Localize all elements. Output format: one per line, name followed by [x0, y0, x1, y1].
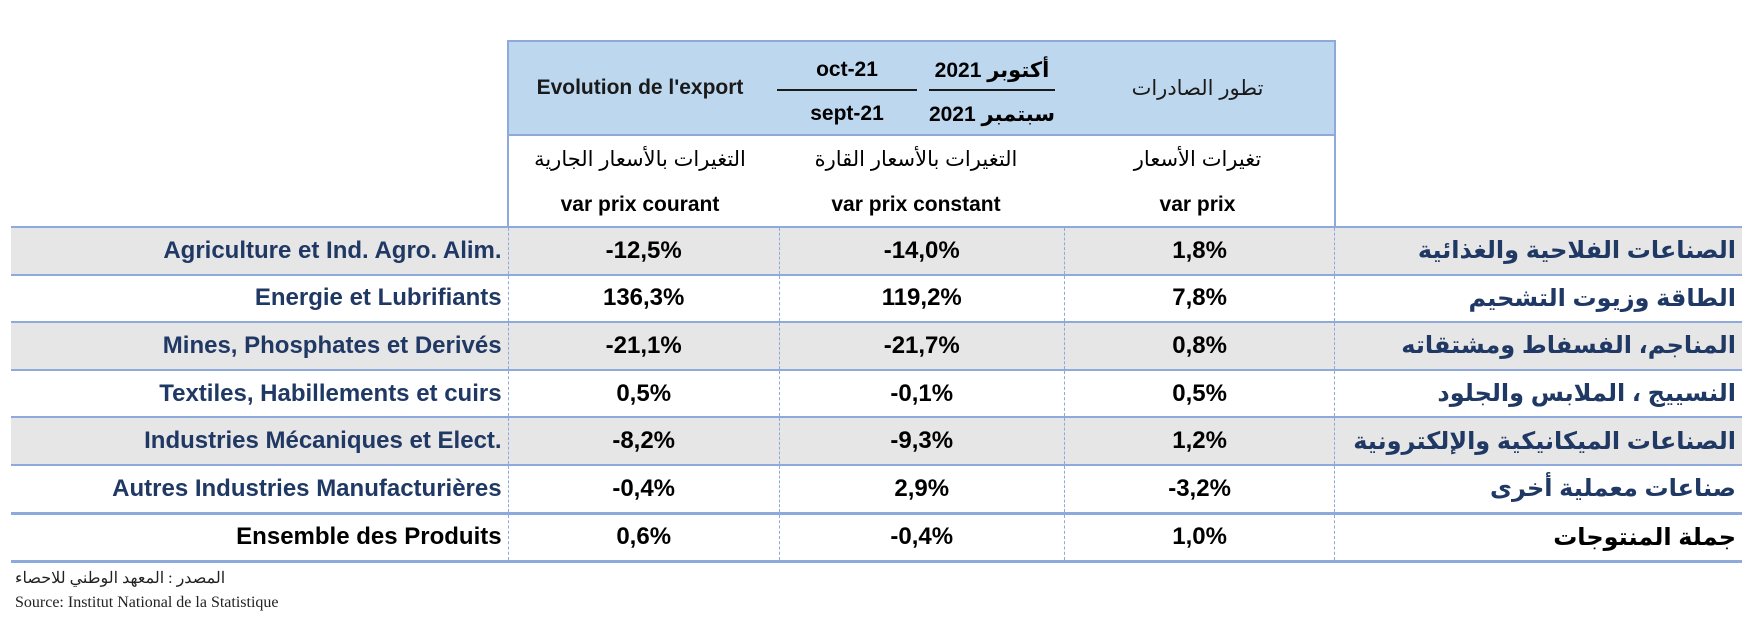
- fraction-bar: [777, 89, 917, 91]
- source-note-arabic: المصدر : المعهد الوطني للاحصاء: [15, 570, 226, 587]
- var-price: 1,2%: [1063, 417, 1335, 466]
- var-constant-price: -21,7%: [778, 322, 1065, 371]
- table-row: Energie et Lubrifiants 136,3% 119,2% 7,8…: [11, 274, 1742, 324]
- col-label-fr-price: var prix: [1159, 193, 1236, 216]
- table-row: Textiles, Habillements et cuirs 0,5% -0,…: [11, 369, 1742, 419]
- sector-name-ar: الصناعات الفلاحية والغذائية: [1334, 227, 1742, 276]
- table-row: Mines, Phosphates et Derivés -21,1% -21,…: [11, 322, 1742, 371]
- period-denominator-fr: sept-21: [810, 102, 884, 125]
- var-price: 1,8%: [1063, 227, 1335, 276]
- source-note-french: Source: Institut National de la Statisti…: [15, 594, 279, 611]
- var-current-price: -12,5%: [507, 227, 780, 276]
- period-fraction-arabic: أكتوبر 2021 سبتمبر 2021: [923, 42, 1061, 134]
- header-french-title: Evolution de l'export: [536, 76, 744, 99]
- total-row: Ensemble des Produits 0,6% -0,4% 1,0% جم…: [11, 511, 1742, 563]
- export-evolution-table: Agriculture et Ind. Agro. Alim. -12,5% -…: [11, 226, 1742, 564]
- arabic-column-labels: التغيرات بالأسعار الجارية التغيرات بالأس…: [509, 136, 1334, 183]
- var-price: 0,8%: [1063, 322, 1335, 371]
- total-var-constant-price: -0,4%: [778, 511, 1065, 563]
- var-constant-price: 2,9%: [778, 464, 1065, 515]
- total-label-ar: جملة المنتوجات: [1334, 511, 1742, 563]
- col-label-ar-price: تغيرات الأسعار: [1133, 147, 1262, 171]
- col-label-fr-constant: var prix constant: [831, 193, 1001, 216]
- sector-name-fr: Mines, Phosphates et Derivés: [11, 322, 509, 371]
- period-fraction-french: oct-21 sept-21: [771, 42, 923, 134]
- col-label-ar-constant: التغيرات بالأسعار القارة: [814, 147, 1018, 171]
- var-price: 7,8%: [1063, 274, 1335, 324]
- header-arabic-title: تطور الصادرات: [1131, 76, 1264, 100]
- period-numerator-fr: oct-21: [816, 58, 878, 81]
- var-current-price: 136,3%: [507, 274, 780, 324]
- table-row: Agriculture et Ind. Agro. Alim. -12,5% -…: [11, 227, 1742, 276]
- var-price: 0,5%: [1063, 369, 1335, 419]
- sector-name-ar: النسييج ، الملابس والجلود: [1334, 369, 1742, 419]
- sector-name-fr: Energie et Lubrifiants: [11, 274, 509, 324]
- column-header-block: Evolution de l'export oct-21 sept-21 أكت…: [507, 40, 1336, 228]
- var-current-price: -21,1%: [507, 322, 780, 371]
- total-var-current-price: 0,6%: [507, 511, 780, 563]
- var-price: -3,2%: [1063, 464, 1335, 515]
- var-current-price: -8,2%: [507, 417, 780, 466]
- sector-name-fr: Industries Mécaniques et Elect.: [11, 417, 509, 466]
- period-denominator-ar: سبتمبر 2021: [928, 103, 1056, 126]
- sector-name-fr: Autres Industries Manufacturières: [11, 464, 509, 515]
- table-row: Industries Mécaniques et Elect. -8,2% -9…: [11, 417, 1742, 466]
- var-constant-price: -9,3%: [778, 417, 1065, 466]
- sector-name-ar: صناعات معملية أخرى: [1334, 464, 1742, 515]
- var-constant-price: -0,1%: [778, 369, 1065, 419]
- sector-name-ar: الصناعات الميكانيكية والإلكترونية: [1334, 417, 1742, 466]
- var-constant-price: 119,2%: [778, 274, 1065, 324]
- sector-name-fr: Textiles, Habillements et cuirs: [11, 369, 509, 419]
- col-label-ar-current: التغيرات بالأسعار الجارية: [534, 147, 746, 171]
- total-label-fr: Ensemble des Produits: [11, 511, 509, 563]
- sector-name-ar: المناجم، الفسفاط ومشتقاته: [1334, 322, 1742, 371]
- french-column-labels: var prix courant var prix constant var p…: [509, 182, 1334, 228]
- period-numerator-ar: أكتوبر 2021: [934, 59, 1050, 82]
- total-var-price: 1,0%: [1063, 511, 1335, 563]
- var-current-price: -0,4%: [507, 464, 780, 515]
- table-row: Autres Industries Manufacturières -0,4% …: [11, 464, 1742, 515]
- col-label-fr-current: var prix courant: [560, 193, 720, 216]
- var-constant-price: -14,0%: [778, 227, 1065, 276]
- var-current-price: 0,5%: [507, 369, 780, 419]
- sector-name-ar: الطاقة وزيوت التشحيم: [1334, 274, 1742, 324]
- fraction-bar: [929, 89, 1055, 91]
- header-title-band: Evolution de l'export oct-21 sept-21 أكت…: [509, 42, 1334, 136]
- sector-name-fr: Agriculture et Ind. Agro. Alim.: [11, 227, 509, 276]
